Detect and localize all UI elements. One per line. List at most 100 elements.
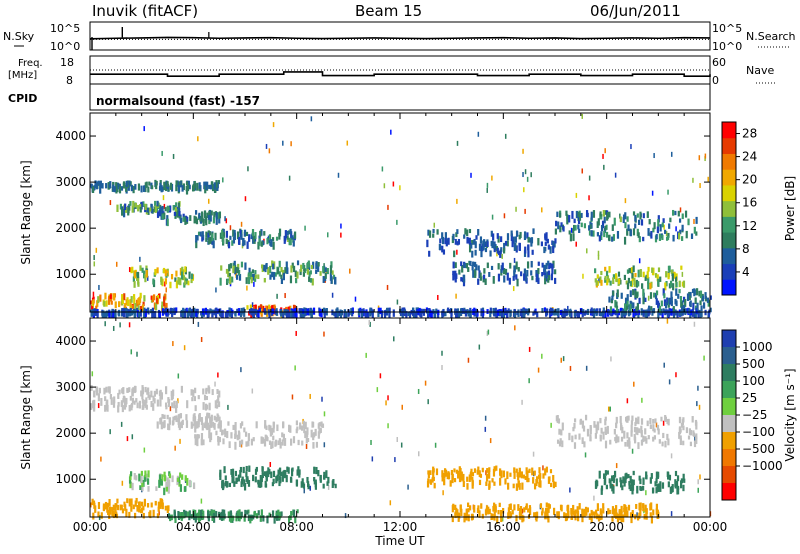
velocity-band-2-cell: [264, 420, 267, 428]
velocity-band-0-cell: [186, 400, 189, 409]
power-band-8-cell: [557, 308, 560, 313]
power-band-0-cell: [175, 180, 178, 186]
power-band-3-cell: [214, 232, 217, 241]
velocity-band-9-cell: [674, 479, 677, 487]
velocity-band-8-cell: [667, 418, 670, 426]
power-band-13-cell: [642, 288, 645, 297]
power-band-8-cell: [699, 311, 702, 319]
power-band-9-cell: [460, 261, 463, 267]
power-band-11-cell: [642, 271, 645, 278]
power-speckle: [707, 176, 709, 182]
velocity-band-5-cell: [152, 509, 155, 518]
power-band-13-cell: [609, 306, 613, 314]
power-band-8-cell: [532, 311, 535, 316]
power-speckle: [146, 275, 149, 281]
power-band-11-cell: [637, 269, 640, 278]
power-band-8-cell: [455, 310, 459, 319]
velocity-band-1-cell: [213, 422, 216, 430]
velocity-band-8-cell: [613, 428, 616, 435]
power-band-10-cell: [592, 210, 596, 218]
power-band-8-cell: [401, 307, 404, 313]
power-band-9-cell: [509, 262, 512, 269]
velocity-band-10-cell: [456, 509, 459, 515]
power-band-10-cell: [611, 236, 614, 242]
power-speckle: [197, 136, 199, 142]
velocity-band-2-cell: [247, 433, 250, 442]
velocity-band-3-cell: [147, 486, 150, 492]
velocity-band-10-cell: [509, 503, 512, 511]
velocity-speckle: [417, 388, 420, 394]
velocity-xtick-label: 00:00: [693, 520, 728, 534]
power-band-4-cell: [296, 260, 300, 266]
noise-left-label: N.Sky: [3, 30, 35, 43]
velocity-band-4-cell: [298, 469, 301, 475]
power-band-11-cell: [659, 276, 662, 282]
power-band-9-cell: [479, 276, 482, 281]
power-band-10-cell: [637, 232, 640, 238]
power-band-9-cell: [530, 270, 533, 276]
velocity-band-10-cell: [650, 515, 654, 524]
velocity-band-10-cell: [599, 515, 602, 521]
power-band-5-cell: [141, 267, 144, 273]
velocity-band-1-cell: [159, 417, 162, 425]
power-band-2-cell: [180, 217, 183, 224]
power-band-10-cell: [557, 221, 560, 230]
velocity-band-2-cell: [218, 436, 221, 443]
power-speckle: [693, 218, 695, 224]
velocity-band-0-cell: [202, 388, 205, 395]
power-band-3-cell: [246, 241, 249, 249]
power-band-1-cell: [132, 200, 135, 208]
velocity-band-0-cell: [215, 404, 219, 409]
velocity-band-5-cell: [154, 500, 157, 506]
power-band-0-cell: [163, 182, 166, 191]
velocity-band-7-cell: [504, 478, 507, 485]
velocity-band-2-cell: [310, 429, 313, 438]
velocity-band-0-cell: [144, 386, 147, 393]
velocity-band-7-cell: [521, 482, 524, 490]
power-band-6-cell: [161, 301, 164, 309]
velocity-band-9-cell: [642, 485, 645, 491]
power-band-8-cell: [200, 311, 204, 320]
power-band-12-cell: [532, 228, 535, 234]
power-band-12-cell: [463, 234, 466, 239]
power-speckle: [340, 232, 342, 238]
velocity-band-4-cell: [259, 480, 262, 488]
velocity-band-4-cell: [266, 470, 269, 476]
power-band-0-cell: [217, 180, 220, 185]
power-band-11-cell: [628, 268, 631, 273]
power-band-8-cell: [336, 307, 339, 313]
power-band-11-cell: [618, 278, 621, 284]
velocity-band-1-cell: [210, 414, 213, 422]
power-band-3-cell: [233, 232, 236, 241]
power-band-10-cell: [659, 224, 662, 232]
power-band-6-cell: [92, 299, 95, 304]
power-band-10-cell: [573, 224, 576, 231]
velocity-band-7-cell: [470, 471, 473, 476]
velocity-band-10-cell: [623, 507, 626, 513]
velocity-band-0-cell: [90, 385, 93, 391]
power-band-8-cell: [545, 311, 548, 317]
velocity-band-10-cell: [552, 507, 556, 515]
power-band-2-cell: [194, 216, 198, 224]
power-band-8-cell: [150, 309, 153, 314]
power-band-4-cell: [236, 267, 240, 274]
power-band-6-cell: [152, 294, 156, 301]
velocity-speckle: [694, 435, 696, 441]
power-band-8-cell: [350, 308, 353, 315]
velocity-band-7-cell: [462, 481, 465, 488]
power-band-12-cell: [503, 242, 506, 251]
power-band-6-cell: [134, 303, 137, 311]
power-band-10-cell: [655, 234, 658, 240]
power-speckle: [491, 214, 494, 220]
power-band-11-cell: [607, 278, 611, 283]
power-band-8-cell: [513, 311, 517, 319]
power-speckle: [346, 140, 349, 146]
velocity-band-4-cell: [245, 476, 248, 482]
velocity-band-5-cell: [125, 508, 128, 517]
velocity-band-2-cell: [306, 437, 310, 443]
velocity-speckle: [641, 397, 643, 403]
velocity-band-9-cell: [609, 483, 612, 489]
velocity-band-7-cell: [515, 468, 518, 473]
power-band-9-cell: [547, 260, 550, 266]
velocity-band-4-cell: [254, 468, 258, 475]
